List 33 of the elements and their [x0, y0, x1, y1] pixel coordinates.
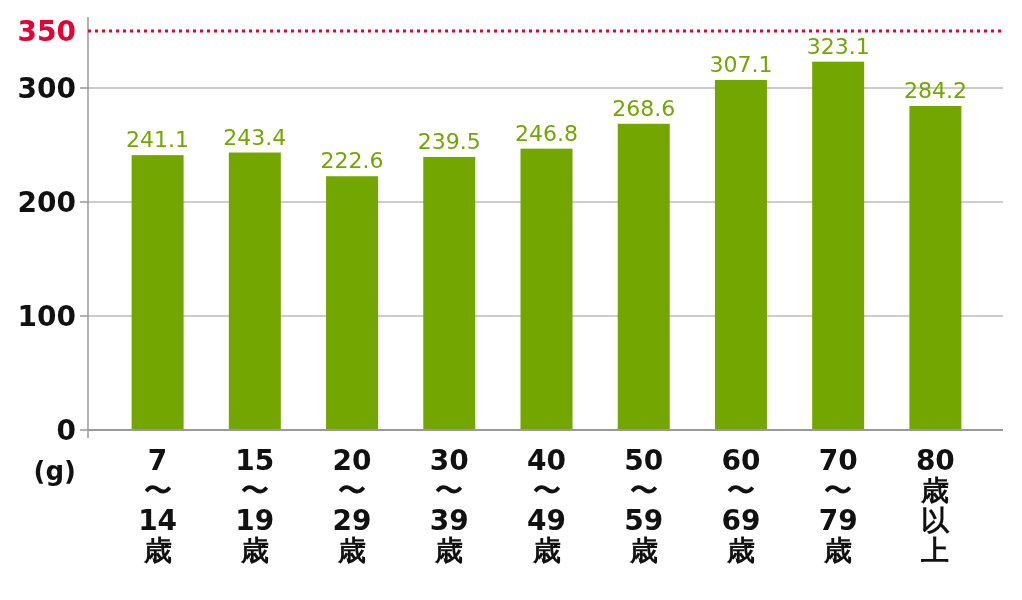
data-label: 284.2: [903, 78, 967, 104]
data-label: 246.8: [515, 120, 578, 146]
x-tick-label: 20〜29歳: [332, 444, 372, 567]
bar: [228, 152, 281, 430]
x-tick-label: 15〜19歳: [235, 444, 275, 567]
bar: [909, 106, 962, 430]
bar: [131, 155, 184, 430]
y-tick-label: 100: [17, 300, 76, 333]
x-tick-label: 70〜79歳: [818, 444, 858, 567]
bar: [617, 123, 670, 430]
x-tick-label: 60〜69歳: [721, 444, 761, 567]
bar: [812, 61, 865, 430]
bar: [714, 79, 767, 430]
bar: [520, 148, 573, 430]
y-tick-label: 0: [56, 414, 76, 447]
data-label: 241.1: [126, 127, 190, 153]
x-tick-label: 7〜14歳: [138, 444, 178, 567]
x-tick-label: 40〜49歳: [527, 444, 566, 567]
data-label: 239.5: [417, 128, 481, 154]
y-tick-label: 200: [17, 186, 76, 219]
data-label: 243.4: [223, 124, 287, 150]
y-axis-title: (g): [33, 456, 76, 486]
data-label: 323.1: [806, 33, 870, 59]
data-label: 268.6: [612, 95, 676, 121]
ref-line-label: 350: [17, 15, 76, 48]
bar: [423, 156, 476, 430]
y-tick-label: 300: [17, 72, 76, 105]
data-label: 307.1: [709, 51, 773, 77]
x-tick-label: 80歳以上: [915, 444, 955, 567]
bar: [326, 176, 379, 430]
x-tick-label: 50〜59歳: [624, 444, 664, 567]
x-tick-label: 30〜39歳: [429, 444, 469, 567]
data-label: 222.6: [320, 148, 384, 174]
